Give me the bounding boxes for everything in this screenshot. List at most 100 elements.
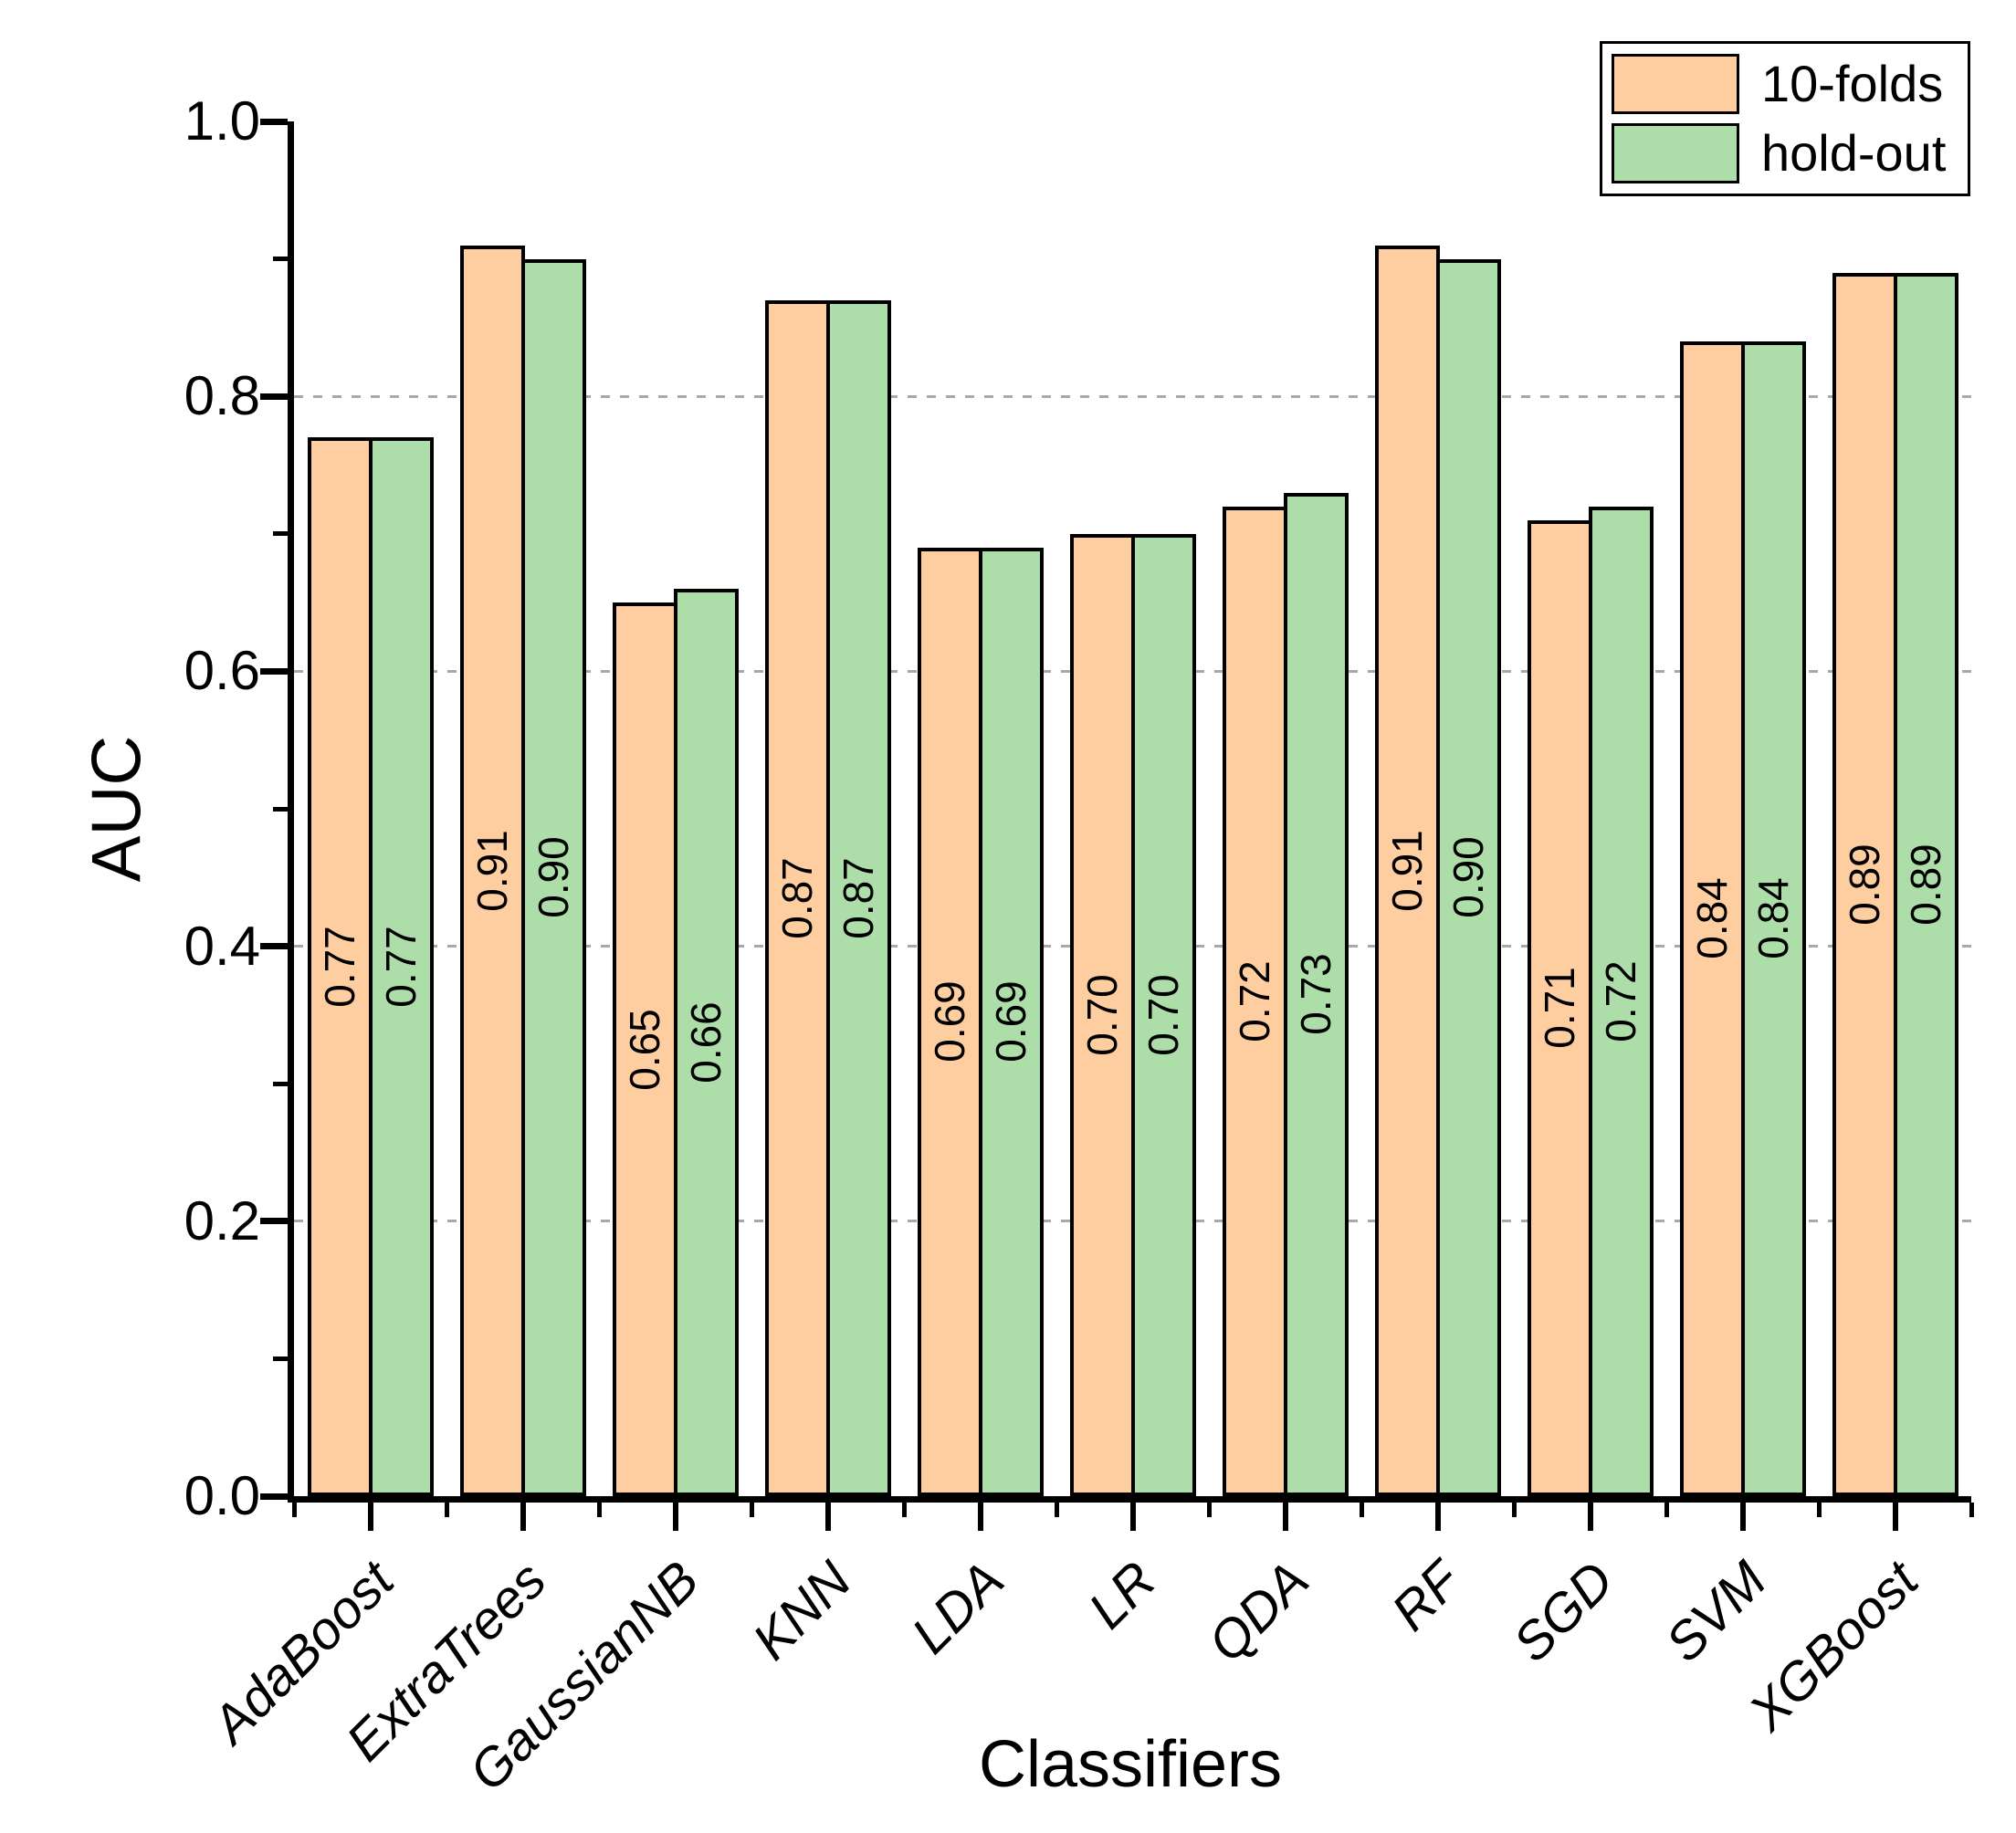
plot-area: 0.77 0.91 0.65 0.87 0.69 0.70 0.72 0.91 0.71 0.84…: [294, 121, 1971, 1496]
legend-item-10-folds: 10-folds: [1612, 54, 1958, 114]
bar-value-label: 0.84: [1749, 877, 1797, 960]
x-axis-line: [288, 1496, 1971, 1503]
bar-value-label: 0.87: [835, 857, 882, 939]
x-major-tick-KNN: [824, 1503, 831, 1531]
bar-GaussianNB-10-folds: 0.65: [612, 602, 677, 1496]
x-major-tick-GaussianNB: [672, 1503, 678, 1531]
bar-value-label: 0.69: [987, 980, 1034, 1063]
x-minor-tick: [1054, 1503, 1059, 1517]
bar-RF-10-folds: 0.91: [1374, 245, 1440, 1496]
y-minor-tick: [273, 1356, 288, 1361]
bar-GaussianNB-hold-out: 0.66: [673, 589, 739, 1496]
bar-LR-10-folds: 0.70: [1069, 533, 1135, 1496]
bar-value-label: 0.89: [1841, 843, 1888, 926]
y-minor-tick: [273, 531, 288, 537]
y-tick-label: 0.0: [184, 1465, 260, 1526]
x-minor-tick: [596, 1503, 602, 1517]
bar-AdaBoost-10-folds: 0.77: [307, 437, 373, 1496]
bar-value-label: 0.70: [1139, 974, 1187, 1056]
bar-value-label: 0.70: [1078, 974, 1126, 1056]
bar-value-label: 0.66: [682, 1001, 730, 1084]
bar-value-label: 0.65: [621, 1008, 668, 1091]
y-tick-label: 0.2: [184, 1189, 260, 1252]
bar-value-label: 0.84: [1688, 877, 1736, 960]
y-tick-label: 1.0: [184, 90, 260, 152]
bar-value-label: 0.91: [1383, 830, 1431, 912]
bar-SVM-hold-out: 0.84: [1740, 340, 1806, 1496]
x-tick-label-QDA: QDA: [1196, 1550, 1320, 1674]
x-tick-label-SGD: SGD: [1501, 1550, 1625, 1674]
bar-QDA-hold-out: 0.73: [1283, 492, 1349, 1496]
bar-value-label: 0.77: [377, 926, 425, 1008]
x-minor-tick: [1206, 1503, 1212, 1517]
x-minor-tick: [1664, 1503, 1669, 1517]
y-major-tick-0.0: [260, 1493, 288, 1500]
legend-label: 10-folds: [1761, 55, 1944, 112]
x-major-tick-LDA: [977, 1503, 983, 1531]
legend-swatch-hold-out: [1612, 123, 1739, 183]
bar-KNN-hold-out: 0.87: [825, 299, 891, 1496]
x-minor-tick: [291, 1503, 297, 1517]
x-tick-label-KNN: KNN: [741, 1550, 863, 1671]
bar-ExtraTrees-hold-out: 0.90: [520, 258, 586, 1496]
bar-value-label: 0.71: [1536, 967, 1583, 1050]
bar-value-label: 0.72: [1231, 960, 1278, 1042]
x-minor-tick: [1359, 1503, 1364, 1517]
x-major-tick-LR: [1129, 1503, 1136, 1531]
x-minor-tick: [444, 1503, 449, 1517]
bar-value-label: 0.91: [468, 830, 516, 912]
x-tick-label-XGBoost: XGBoost: [1738, 1550, 1930, 1743]
bar-RF-hold-out: 0.90: [1435, 258, 1501, 1496]
y-tick-label: 0.8: [184, 365, 260, 427]
bar-ExtraTrees-10-folds: 0.91: [459, 245, 525, 1496]
legend-label: hold-out: [1761, 124, 1947, 182]
x-tick-label-LDA: LDA: [899, 1550, 1015, 1665]
y-major-tick-1.0: [260, 118, 288, 125]
x-major-tick-RF: [1434, 1503, 1441, 1531]
gridline-0.8: [294, 394, 1971, 398]
bar-value-label: 0.73: [1292, 953, 1339, 1036]
y-minor-tick: [273, 257, 288, 262]
x-minor-tick: [1816, 1503, 1822, 1517]
x-major-tick-AdaBoost: [367, 1503, 373, 1531]
bar-SVM-10-folds: 0.84: [1679, 340, 1745, 1496]
bar-value-label: 0.89: [1902, 843, 1949, 926]
x-minor-tick: [1969, 1503, 1974, 1517]
x-major-tick-QDA: [1282, 1503, 1288, 1531]
x-axis-title: Classifiers: [978, 1728, 1283, 1801]
bar-LDA-hold-out: 0.69: [978, 547, 1044, 1496]
legend: 10-folds hold-out: [1600, 41, 1970, 196]
bar-LR-hold-out: 0.70: [1130, 533, 1196, 1496]
y-axis-title: AUC: [78, 735, 156, 883]
x-tick-label-LR: LR: [1077, 1550, 1168, 1640]
bar-KNN-10-folds: 0.87: [764, 299, 830, 1496]
bar-XGBoost-hold-out: 0.89: [1893, 272, 1958, 1496]
bar-SGD-hold-out: 0.72: [1588, 506, 1654, 1496]
legend-item-hold-out: hold-out: [1612, 123, 1958, 183]
y-major-tick-0.6: [260, 667, 288, 675]
bar-SGD-10-folds: 0.71: [1527, 519, 1592, 1496]
y-tick-label: 0.4: [184, 915, 260, 977]
x-major-tick-SVM: [1739, 1503, 1746, 1531]
bar-XGBoost-10-folds: 0.89: [1832, 272, 1897, 1496]
x-major-tick-ExtraTrees: [520, 1503, 526, 1531]
bar-value-label: 0.90: [530, 836, 577, 919]
y-minor-tick: [273, 806, 288, 812]
bar-value-label: 0.77: [316, 926, 363, 1008]
y-major-tick-0.2: [260, 1218, 288, 1225]
bar-QDA-10-folds: 0.72: [1222, 506, 1287, 1496]
legend-swatch-10-folds: [1612, 54, 1739, 114]
x-minor-tick: [749, 1503, 754, 1517]
y-axis-line: [288, 121, 294, 1503]
bar-value-label: 0.69: [926, 980, 973, 1063]
bar-AdaBoost-hold-out: 0.77: [368, 437, 434, 1496]
y-major-tick-0.8: [260, 393, 288, 400]
x-tick-label-RF: RF: [1380, 1550, 1473, 1642]
x-minor-tick: [1511, 1503, 1517, 1517]
bar-LDA-10-folds: 0.69: [917, 547, 982, 1496]
x-tick-label-SVM: SVM: [1654, 1550, 1778, 1674]
x-major-tick-XGBoost: [1892, 1503, 1898, 1531]
x-major-tick-SGD: [1587, 1503, 1593, 1531]
x-minor-tick: [901, 1503, 907, 1517]
